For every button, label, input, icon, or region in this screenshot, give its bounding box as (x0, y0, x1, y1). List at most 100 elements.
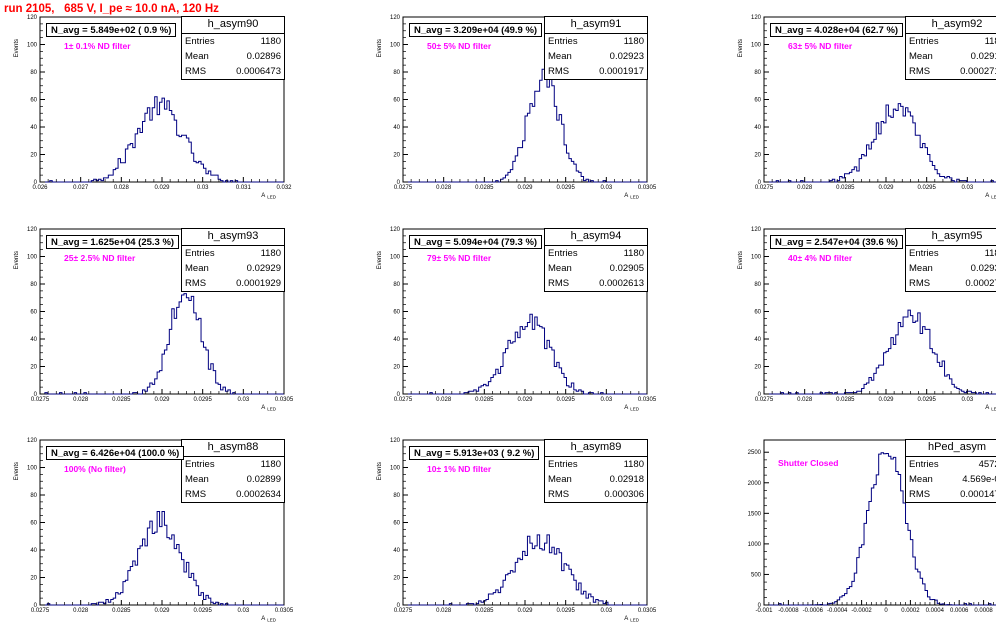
y-tick-label: 20 (30, 153, 37, 159)
page-title: run 2105, 685 V, I_pe ≈ 10.0 nA, 120 Hz (4, 3, 219, 15)
histogram-plot: 0.0275 0.028 0.0285 0.029 0.0295 0.03 0.0305 0 2… (377, 227, 657, 412)
x-tick-label: 0.0295 (193, 608, 212, 614)
stats-mean: Mean 0.02905 (548, 263, 644, 274)
x-tick-label: 0.03 (600, 608, 612, 614)
x-tick-label: 0.027 (73, 185, 89, 191)
x-tick-label: 0.028 (436, 185, 452, 191)
stats-entries: Entries45728 (909, 459, 996, 470)
y-axis-title: Events (377, 251, 383, 269)
x-tick-label: 0.03 (600, 397, 612, 403)
y-axis-title: Events (377, 462, 383, 480)
histogram-panel-h_asym89: 0.0275 0.028 0.0285 0.029 0.0295 0.03 0.0305 0 2… (377, 438, 657, 622)
x-tick-label: 0.0275 (394, 397, 413, 403)
filter-label: 79± 5% ND filter (427, 253, 492, 263)
y-tick-label: 20 (754, 365, 761, 371)
x-tick-label: 0.0275 (394, 185, 413, 191)
x-tick-label: 0.0285 (475, 185, 494, 191)
x-tick-label: -0.001 (755, 608, 773, 614)
histogram-panel-h_asym95: 0.02750.0280.02850.0290.02950.030.030502… (738, 227, 996, 412)
x-tick-label: 0.0305 (638, 397, 657, 403)
filter-label: 10± 1% ND filter (427, 464, 492, 474)
histogram-bins (764, 452, 996, 606)
x-tick-label: 0.029 (154, 608, 170, 614)
x-tick-label: 0.028 (436, 397, 452, 403)
filter-label: 1± 0.1% ND filter (64, 41, 131, 51)
histogram-name: h_asym92 (906, 17, 996, 34)
histogram-bins (40, 293, 284, 395)
histogram-name: h_asym88 (182, 440, 284, 457)
y-tick-label: 120 (390, 438, 401, 444)
x-tick-label: 0.031 (236, 185, 252, 191)
stats-mean: Mean 0.02896 (185, 51, 281, 62)
y-tick-label: 60 (393, 521, 400, 527)
histogram-panel-h_asym88: 0.0275 0.028 0.0285 0.029 0.0295 0.03 0.0305 0 2… (14, 438, 294, 622)
histogram-plot: 0.026 0.027 0.028 0.029 0.03 0.031 0.032 0 20 40 6… (14, 15, 292, 200)
y-tick-label: 40 (754, 337, 761, 343)
filter-label: Shutter Closed (778, 458, 839, 468)
y-tick-label: 20 (30, 576, 37, 582)
y-tick-label: 1500 (748, 511, 762, 517)
histogram-panel-h_asym93: 0.0275 0.028 0.0285 0.029 0.0295 0.03 0.0305 0 2… (14, 227, 294, 412)
y-tick-label: 120 (390, 15, 401, 21)
x-tick-label: 0.028 (114, 185, 130, 191)
x-tick-label: 0.03 (237, 397, 249, 403)
x-tick-label: 0 (884, 608, 888, 614)
x-tick-label: 0.0006 (950, 608, 969, 614)
y-tick-label: 60 (30, 98, 37, 104)
stats-rms: RMS 0.0002634 (185, 489, 281, 500)
histogram-name: hPed_asym (906, 440, 996, 457)
stats-mean: Mean 0.02899 (185, 474, 281, 485)
x-tick-label: 0.0285 (112, 608, 131, 614)
x-tick-label: 0.028 (73, 608, 89, 614)
y-tick-label: 100 (390, 466, 401, 472)
x-tick-label: 0.0275 (31, 397, 50, 403)
x-tick-label: -0.0004 (827, 608, 848, 614)
x-tick-label: 0.0295 (556, 185, 575, 191)
y-tick-label: 60 (30, 310, 37, 316)
x-tick-label: 0.029 (154, 397, 170, 403)
x-tick-label: 0.0275 (755, 185, 774, 191)
y-tick-label: 2000 (748, 481, 762, 487)
x-tick-label: 0.0002 (901, 608, 920, 614)
y-tick-label: 1000 (748, 542, 762, 548)
x-tick-label: 0.026 (32, 185, 48, 191)
filter-label: 100% (No filter) (64, 464, 126, 474)
y-tick-label: 100 (390, 43, 401, 49)
x-tick-label: 0.0285 (475, 397, 494, 403)
histogram-bins (40, 96, 284, 183)
y-tick-label: 0 (397, 180, 401, 186)
y-tick-label: 40 (30, 125, 37, 131)
x-tick-label: 0.03 (961, 397, 973, 403)
x-tick-label: 0.029 (517, 608, 533, 614)
x-tick-label: 0.0008 (974, 608, 993, 614)
x-tick-label: 0.028 (436, 608, 452, 614)
histogram-name: h_asym93 (182, 229, 284, 246)
x-tick-label: 0.0295 (917, 185, 936, 191)
y-tick-label: 20 (30, 365, 37, 371)
x-tick-label: 0.029 (878, 397, 894, 403)
filter-label: 50± 5% ND filter (427, 41, 492, 51)
x-tick-label: 0.029 (517, 397, 533, 403)
histogram-bins (403, 534, 647, 606)
histogram-plot: 0.0275 0.028 0.0285 0.029 0.0295 0.03 0.0305 0 2… (377, 438, 657, 622)
y-tick-label: 500 (751, 572, 762, 578)
x-tick-label: 0.0275 (394, 608, 413, 614)
x-tick-label: 0.0275 (31, 608, 50, 614)
x-tick-label: 0.0285 (475, 608, 494, 614)
x-tick-label: 0.0275 (755, 397, 774, 403)
y-tick-label: 100 (390, 255, 401, 261)
x-tick-label: 0.03 (600, 185, 612, 191)
y-axis-title: Events (738, 251, 744, 269)
